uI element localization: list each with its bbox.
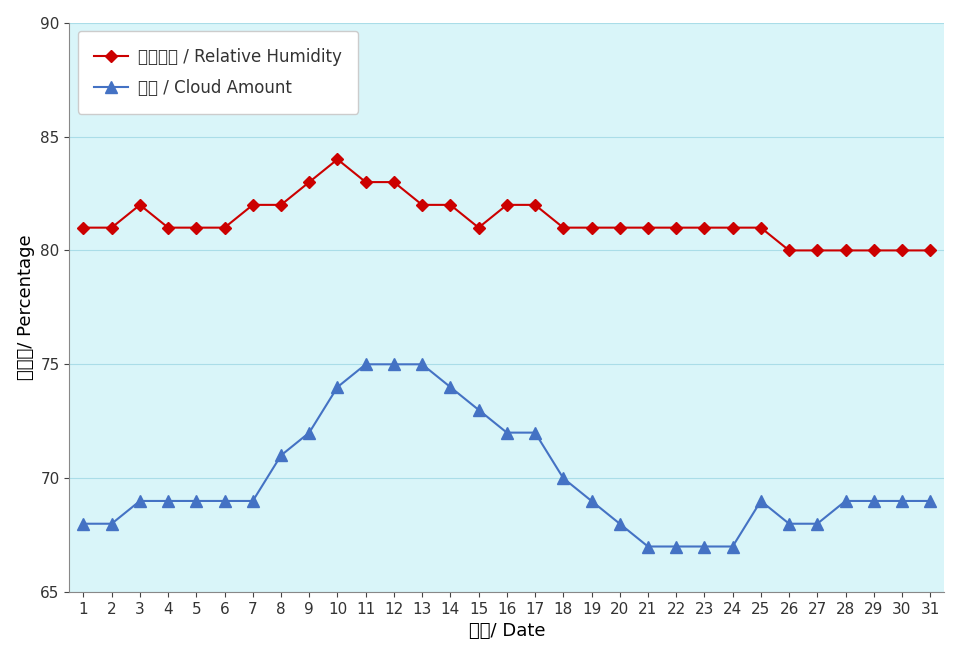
相對濕度 / Relative Humidity [614,223,626,231]
相對濕度 / Relative Humidity [840,246,851,254]
Line: 相對濕度 / Relative Humidity: 相對濕度 / Relative Humidity [79,155,934,255]
雲量 / Cloud Amount [811,520,823,528]
相對濕度 / Relative Humidity [924,246,936,254]
雲量 / Cloud Amount [671,543,682,551]
雲量 / Cloud Amount [135,497,146,505]
相對濕度 / Relative Humidity [106,223,117,231]
雲量 / Cloud Amount [501,428,512,436]
相對濕度 / Relative Humidity [501,201,512,209]
雲量 / Cloud Amount [642,543,653,551]
雲量 / Cloud Amount [360,360,372,368]
相對濕度 / Relative Humidity [530,201,541,209]
相對濕度 / Relative Humidity [473,223,484,231]
X-axis label: 日期/ Date: 日期/ Date [469,622,545,641]
相對濕度 / Relative Humidity [162,223,174,231]
雲量 / Cloud Amount [530,428,541,436]
相對濕度 / Relative Humidity [360,178,372,186]
雲量 / Cloud Amount [699,543,710,551]
相對濕度 / Relative Humidity [586,223,598,231]
雲量 / Cloud Amount [162,497,174,505]
雲量 / Cloud Amount [332,383,343,391]
相對濕度 / Relative Humidity [727,223,738,231]
相對濕度 / Relative Humidity [897,246,908,254]
相對濕度 / Relative Humidity [868,246,879,254]
相對濕度 / Relative Humidity [699,223,710,231]
相對濕度 / Relative Humidity [388,178,400,186]
相對濕度 / Relative Humidity [783,246,795,254]
雲量 / Cloud Amount [783,520,795,528]
相對濕度 / Relative Humidity [219,223,231,231]
雲量 / Cloud Amount [78,520,89,528]
相對濕度 / Relative Humidity [190,223,202,231]
雲量 / Cloud Amount [840,497,851,505]
雲量 / Cloud Amount [445,383,456,391]
相對濕度 / Relative Humidity [332,155,343,163]
雲量 / Cloud Amount [247,497,259,505]
雲量 / Cloud Amount [586,497,598,505]
雲量 / Cloud Amount [614,520,626,528]
相對濕度 / Relative Humidity [275,201,286,209]
相對濕度 / Relative Humidity [78,223,89,231]
相對濕度 / Relative Humidity [416,201,428,209]
雲量 / Cloud Amount [190,497,202,505]
Y-axis label: 百分比/ Percentage: 百分比/ Percentage [16,235,35,380]
相對濕度 / Relative Humidity [671,223,682,231]
雲量 / Cloud Amount [924,497,936,505]
雲量 / Cloud Amount [388,360,400,368]
雲量 / Cloud Amount [275,451,286,459]
相對濕度 / Relative Humidity [304,178,315,186]
相對濕度 / Relative Humidity [557,223,569,231]
Legend: 相對濕度 / Relative Humidity, 雲量 / Cloud Amount: 相對濕度 / Relative Humidity, 雲量 / Cloud Amo… [78,31,358,114]
相對濕度 / Relative Humidity [445,201,456,209]
相對濕度 / Relative Humidity [247,201,259,209]
雲量 / Cloud Amount [727,543,738,551]
雲量 / Cloud Amount [897,497,908,505]
相對濕度 / Relative Humidity [811,246,823,254]
雲量 / Cloud Amount [755,497,767,505]
雲量 / Cloud Amount [557,474,569,482]
雲量 / Cloud Amount [106,520,117,528]
雲量 / Cloud Amount [219,497,231,505]
雲量 / Cloud Amount [304,428,315,436]
相對濕度 / Relative Humidity [755,223,767,231]
Line: 雲量 / Cloud Amount: 雲量 / Cloud Amount [78,359,936,552]
相對濕度 / Relative Humidity [642,223,653,231]
相對濕度 / Relative Humidity [135,201,146,209]
雲量 / Cloud Amount [473,406,484,414]
雲量 / Cloud Amount [416,360,428,368]
雲量 / Cloud Amount [868,497,879,505]
